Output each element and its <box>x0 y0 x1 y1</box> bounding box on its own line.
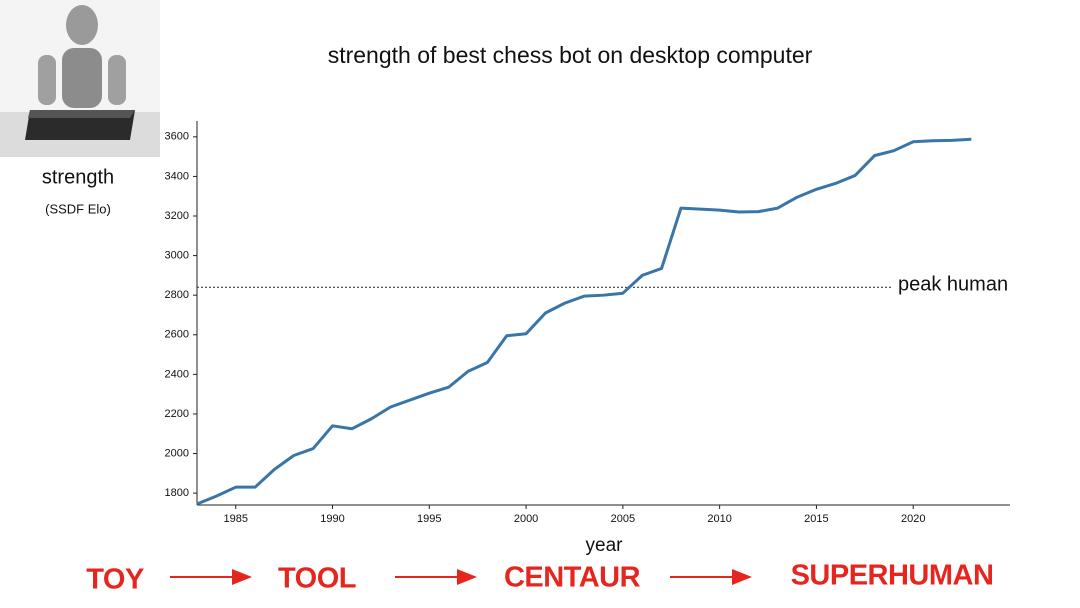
x-tick-label: 2000 <box>514 513 538 525</box>
y-tick-label: 1800 <box>165 487 189 499</box>
x-tick-label: 1990 <box>320 513 344 525</box>
x-tick-label: 1985 <box>223 513 247 525</box>
x-tick-label: 2020 <box>901 513 925 525</box>
y-tick-label: 2800 <box>165 289 189 301</box>
y-tick-label: 2200 <box>165 408 189 420</box>
y-tick-label: 3600 <box>165 131 189 143</box>
stage-label: SUPERHUMAN <box>791 560 994 592</box>
y-tick-label: 3000 <box>165 250 189 262</box>
y-tick-label: 3400 <box>165 170 189 182</box>
stage-label: CENTAUR <box>504 562 641 594</box>
x-tick-label: 1995 <box>417 513 441 525</box>
x-tick-label: 2015 <box>804 513 828 525</box>
y-tick-label: 2400 <box>165 368 189 380</box>
stage-label: TOY <box>86 564 144 596</box>
chart-title: strength of best chess bot on desktop co… <box>328 42 813 68</box>
stage-label: TOOL <box>278 563 356 595</box>
y-tick-label: 2000 <box>165 447 189 459</box>
x-axis-label: year <box>586 535 624 556</box>
y-tick-label: 3200 <box>165 210 189 222</box>
robot-illustration <box>0 0 160 157</box>
reference-label: peak human <box>898 274 1008 296</box>
y-axis-sublabel: (SSDF Elo) <box>45 201 111 216</box>
x-tick-label: 2010 <box>707 513 731 525</box>
y-axis-label: strength <box>42 166 114 188</box>
x-tick-label: 2005 <box>611 513 635 525</box>
data-line <box>196 137 972 506</box>
y-tick-label: 2600 <box>165 329 189 341</box>
